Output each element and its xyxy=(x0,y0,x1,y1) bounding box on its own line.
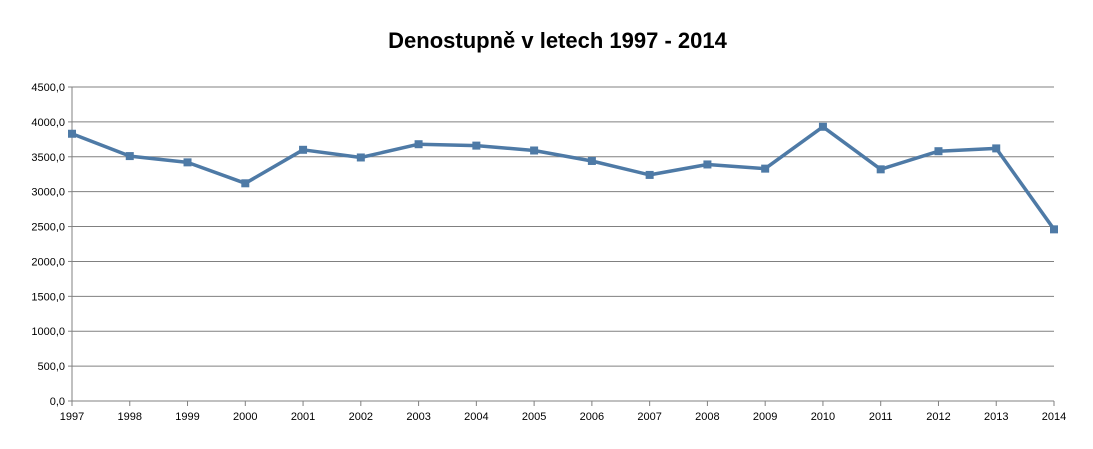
data-point-marker xyxy=(356,153,365,162)
x-tick-label: 2012 xyxy=(926,411,950,423)
x-tick-label: 1997 xyxy=(60,411,84,423)
x-tick-label: 2006 xyxy=(580,411,604,423)
gridlines xyxy=(72,86,1054,367)
x-tick-label: 2011 xyxy=(869,411,893,423)
x-tick-label: 2014 xyxy=(1042,411,1066,423)
y-tick-label: 3000,0 xyxy=(31,187,65,199)
data-point-marker xyxy=(587,156,596,165)
y-tick-label: 1000,0 xyxy=(31,326,65,338)
x-axis-ticks: 1997 1998 1999 2000 2001 2002 2003 2004 2005 2006… xyxy=(60,401,1066,423)
data-point-marker xyxy=(934,147,943,156)
x-tick-label: 2003 xyxy=(406,411,430,423)
data-point-marker xyxy=(818,122,827,131)
y-tick-label: 1500,0 xyxy=(31,291,65,303)
x-tick-label: 2004 xyxy=(464,411,488,423)
x-tick-label: 2000 xyxy=(233,411,257,423)
x-tick-label: 2009 xyxy=(753,411,777,423)
data-point-marker xyxy=(299,145,308,154)
x-tick-label: 2010 xyxy=(811,411,835,423)
data-point-marker xyxy=(761,164,770,173)
data-point-marker xyxy=(68,129,76,138)
axes xyxy=(71,87,1054,402)
y-tick-label: 2000,0 xyxy=(31,256,65,268)
x-tick-label: 2002 xyxy=(349,411,373,423)
y-tick-label: 3500,0 xyxy=(31,152,65,164)
data-point-marker xyxy=(703,160,712,169)
series-line xyxy=(70,125,1056,232)
x-tick-label: 2008 xyxy=(695,411,719,423)
data-point-marker xyxy=(472,141,481,150)
y-tick-label: 500,0 xyxy=(37,361,65,373)
x-tick-label: 1999 xyxy=(175,411,199,423)
markers xyxy=(68,122,1058,234)
data-point-marker xyxy=(183,158,192,167)
x-tick-label: 2007 xyxy=(637,411,661,423)
data-point-marker xyxy=(1050,225,1058,234)
y-tick-label: 2500,0 xyxy=(31,222,65,234)
x-tick-label: 1998 xyxy=(118,411,142,423)
y-axis-ticks: 0,0 500,0 1000,0 1500,0 2000,0 2500,0 3000,0 35… xyxy=(31,82,72,408)
data-point-marker xyxy=(241,179,250,188)
data-point-marker xyxy=(992,144,1001,153)
y-tick-label: 0,0 xyxy=(50,396,65,408)
data-point-marker xyxy=(876,165,885,174)
y-tick-label: 4500,0 xyxy=(31,82,65,94)
data-point-marker xyxy=(414,140,423,149)
chart-title: Denostupně v letech 1997 - 2014 xyxy=(388,28,727,53)
x-tick-label: 2001 xyxy=(291,411,315,423)
data-point-marker xyxy=(530,146,539,155)
x-tick-label: 2013 xyxy=(984,411,1008,423)
x-tick-label: 2005 xyxy=(522,411,546,423)
y-tick-label: 4000,0 xyxy=(31,117,65,129)
series xyxy=(70,125,1056,232)
data-point-marker xyxy=(645,170,654,179)
data-point-marker xyxy=(125,152,134,161)
